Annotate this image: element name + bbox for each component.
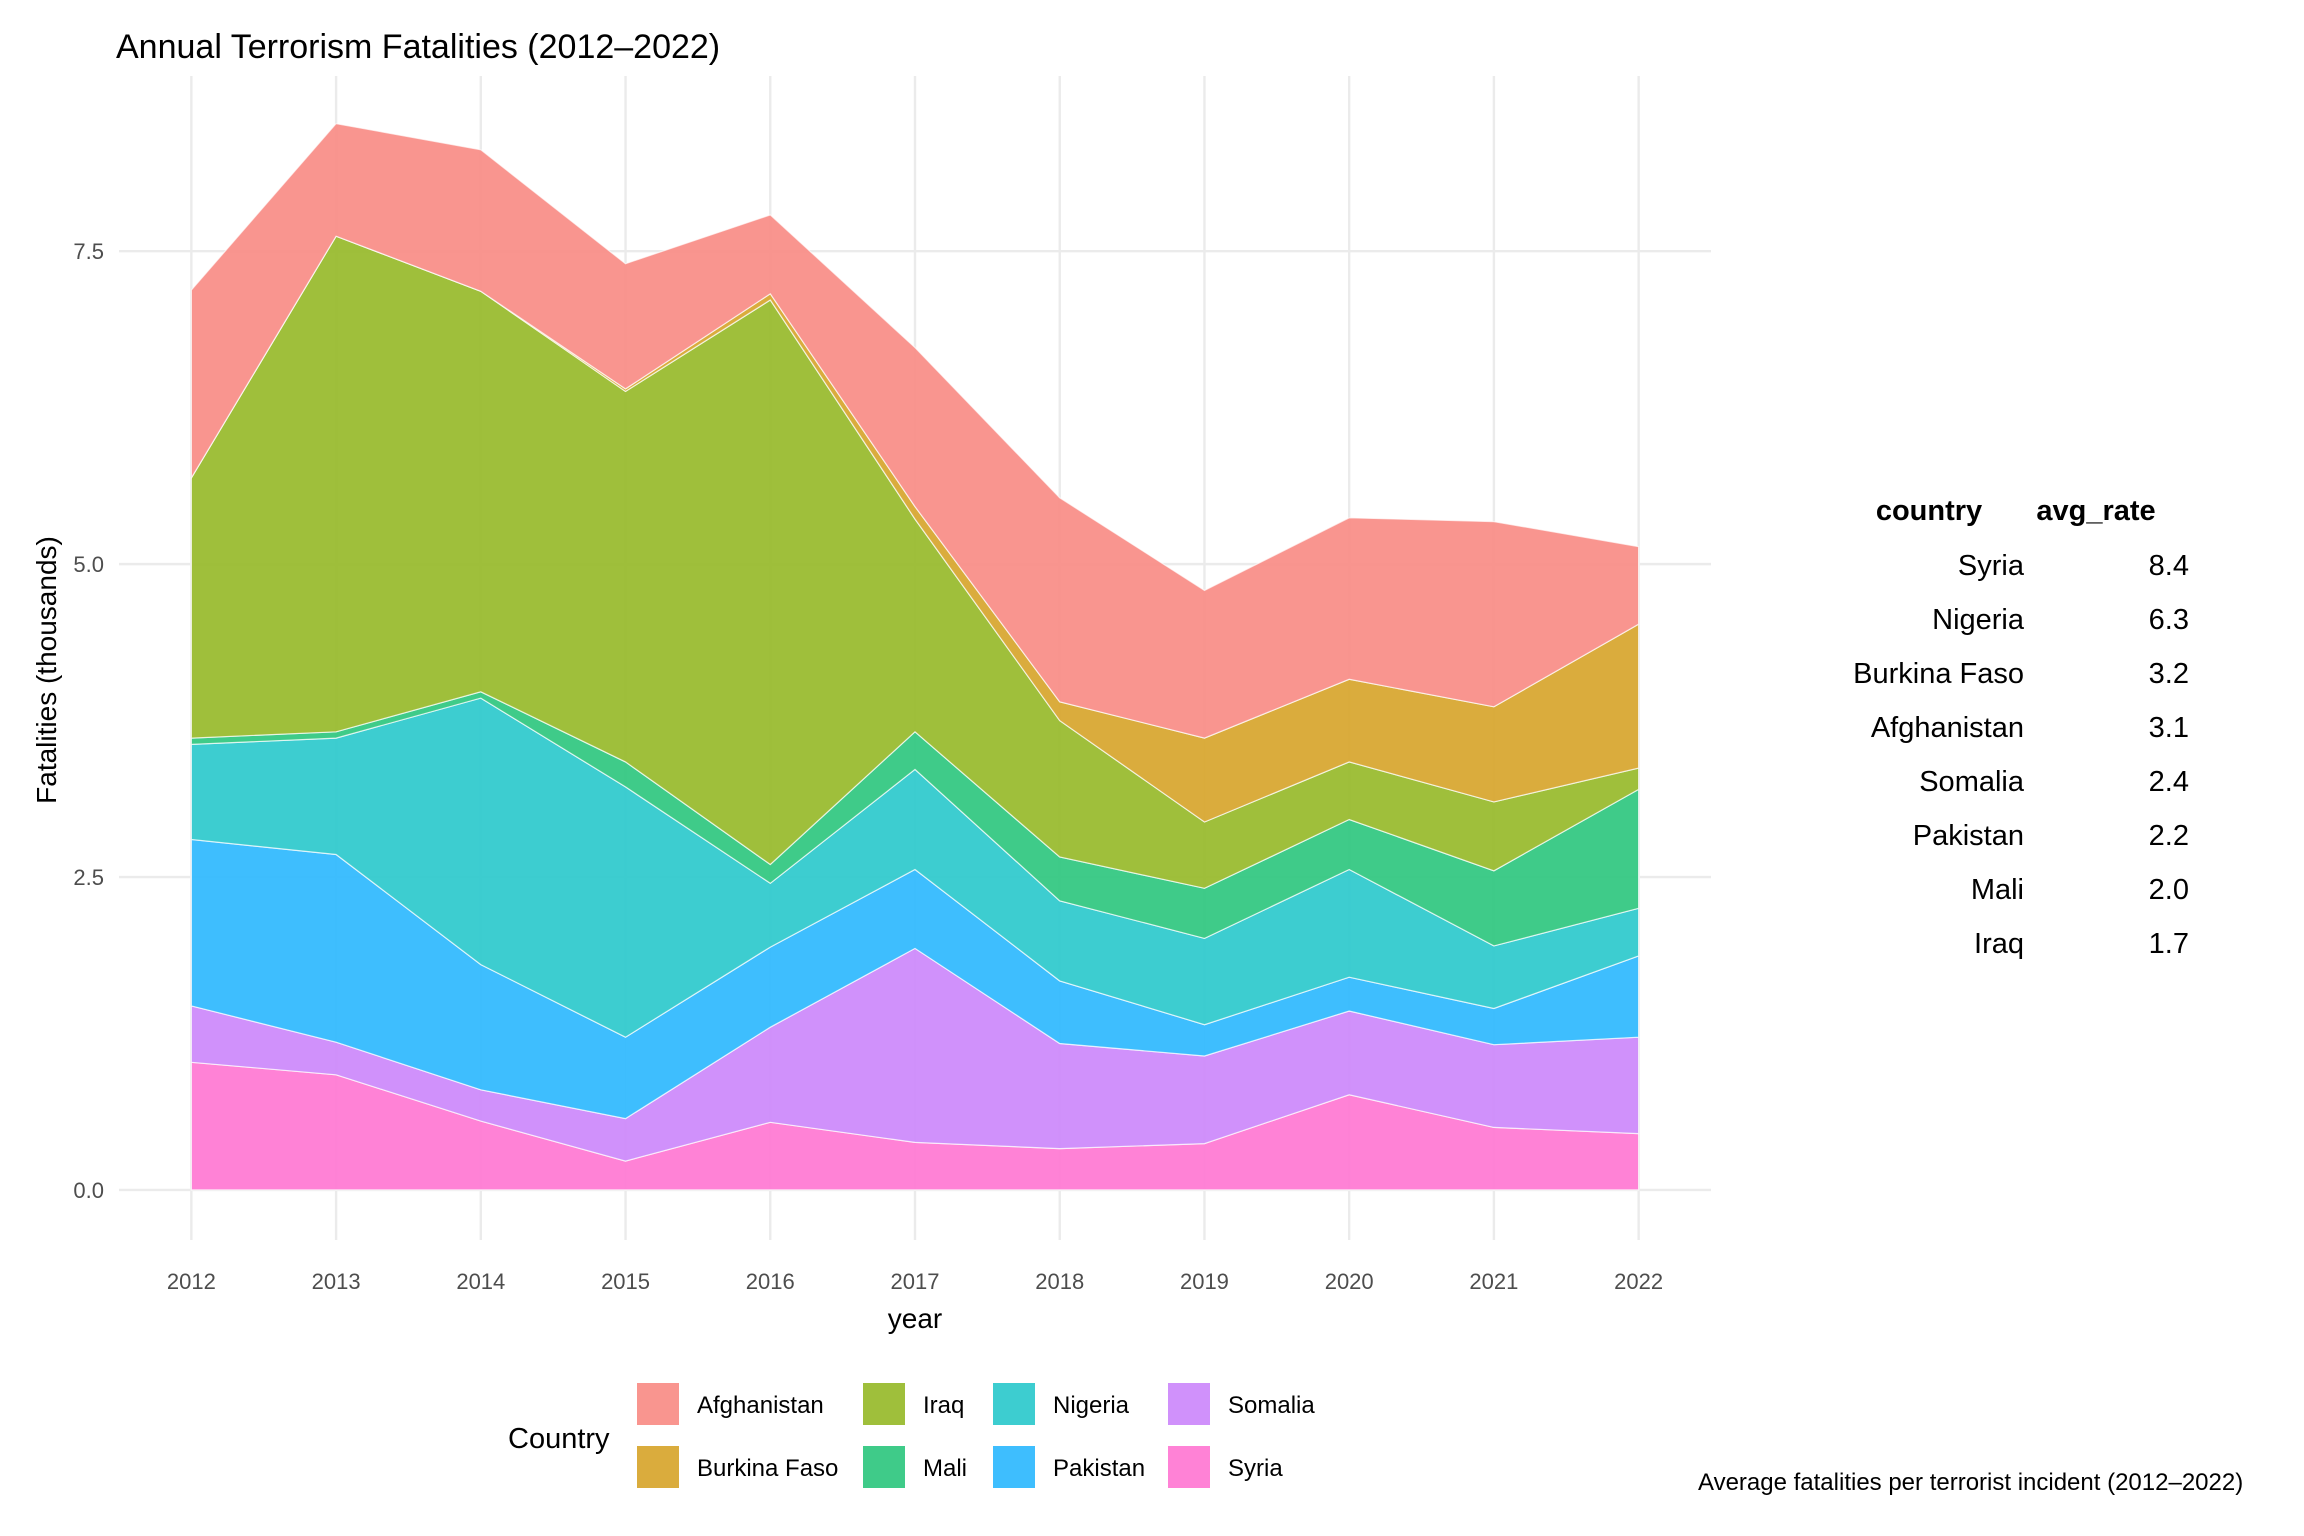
x-tick-label: 2018 bbox=[1035, 1269, 1084, 1294]
x-tick-label: 2015 bbox=[601, 1269, 650, 1294]
x-tick-label: 2012 bbox=[167, 1269, 216, 1294]
table-cell-avg-rate: 2.4 bbox=[2149, 766, 2189, 798]
legend-swatch-burkina-faso bbox=[637, 1446, 679, 1488]
legend-title: Country bbox=[508, 1423, 610, 1455]
y-tick-label: 0.0 bbox=[73, 1178, 104, 1203]
legend-swatch-somalia bbox=[1168, 1383, 1210, 1425]
x-tick-label: 2013 bbox=[312, 1269, 361, 1294]
table-cell-avg-rate: 2.2 bbox=[2149, 820, 2189, 852]
legend-label: Nigeria bbox=[1053, 1392, 1130, 1419]
legend-label: Iraq bbox=[923, 1392, 964, 1419]
legend-label: Afghanistan bbox=[697, 1392, 824, 1419]
area-afghanistan bbox=[190, 122, 1640, 739]
x-tick-label: 2020 bbox=[1325, 1269, 1374, 1294]
x-tick-label: 2014 bbox=[456, 1269, 505, 1294]
table-header-avg-rate: avg_rate bbox=[2036, 495, 2155, 527]
legend-label: Burkina Faso bbox=[697, 1455, 838, 1482]
legend-swatch-afghanistan bbox=[637, 1383, 679, 1425]
x-tick-label: 2022 bbox=[1614, 1269, 1663, 1294]
x-axis-ticks: 2012 2013 2014 2015 2016 2017 2018 2019 2020 2021… bbox=[167, 1269, 1663, 1294]
avg-rate-table: country avg_rate Syria 8.4 Nigeria 6.3 Burki… bbox=[1853, 495, 2189, 960]
table-cell-avg-rate: 8.4 bbox=[2149, 550, 2189, 582]
table-cell-country: Pakistan bbox=[1913, 820, 2024, 852]
x-axis-title: year bbox=[888, 1303, 942, 1334]
y-tick-label: 5.0 bbox=[73, 552, 104, 577]
table-cell-avg-rate: 3.1 bbox=[2149, 712, 2189, 744]
table-cell-country: Syria bbox=[1958, 550, 2025, 582]
x-tick-label: 2017 bbox=[891, 1269, 940, 1294]
x-tick-label: 2016 bbox=[746, 1269, 795, 1294]
table-cell-avg-rate: 1.7 bbox=[2149, 928, 2189, 960]
stacked-areas bbox=[190, 122, 1640, 1191]
table-cell-country: Nigeria bbox=[1932, 604, 2025, 636]
legend-swatch-pakistan bbox=[993, 1446, 1035, 1488]
table-cell-country: Mali bbox=[1971, 874, 2024, 906]
y-axis-title: Fatalities (thousands) bbox=[31, 536, 62, 804]
x-tick-label: 2021 bbox=[1469, 1269, 1518, 1294]
legend-swatch-syria bbox=[1168, 1446, 1210, 1488]
legend-swatch-nigeria bbox=[993, 1383, 1035, 1425]
x-tick-label: 2019 bbox=[1180, 1269, 1229, 1294]
table-cell-avg-rate: 2.0 bbox=[2149, 874, 2189, 906]
legend-label: Syria bbox=[1228, 1455, 1283, 1482]
table-cell-country: Afghanistan bbox=[1871, 712, 2024, 744]
table-cell-country: Burkina Faso bbox=[1853, 658, 2024, 690]
y-axis-ticks: 0.0 2.5 5.0 7.5 bbox=[73, 239, 104, 1203]
table-cell-country: Iraq bbox=[1974, 928, 2024, 960]
legend-label: Pakistan bbox=[1053, 1455, 1145, 1482]
y-tick-label: 2.5 bbox=[73, 865, 104, 890]
chart-title: Annual Terrorism Fatalities (2012–2022) bbox=[116, 28, 720, 66]
legend-swatch-mali bbox=[863, 1446, 905, 1488]
table-caption: Average fatalities per terrorist inciden… bbox=[1698, 1469, 2243, 1496]
legend-swatch-iraq bbox=[863, 1383, 905, 1425]
legend-label: Mali bbox=[923, 1455, 967, 1482]
table-cell-country: Somalia bbox=[1919, 766, 2025, 798]
table-cell-avg-rate: 6.3 bbox=[2149, 604, 2189, 636]
table-header-country: country bbox=[1876, 495, 1982, 527]
legend-label: Somalia bbox=[1228, 1392, 1315, 1419]
legend: Afghanistan Burkina Faso Iraq Mali Nigeria Pa… bbox=[637, 1383, 1315, 1488]
table-cell-avg-rate: 3.2 bbox=[2149, 658, 2189, 690]
y-tick-label: 7.5 bbox=[73, 239, 104, 264]
